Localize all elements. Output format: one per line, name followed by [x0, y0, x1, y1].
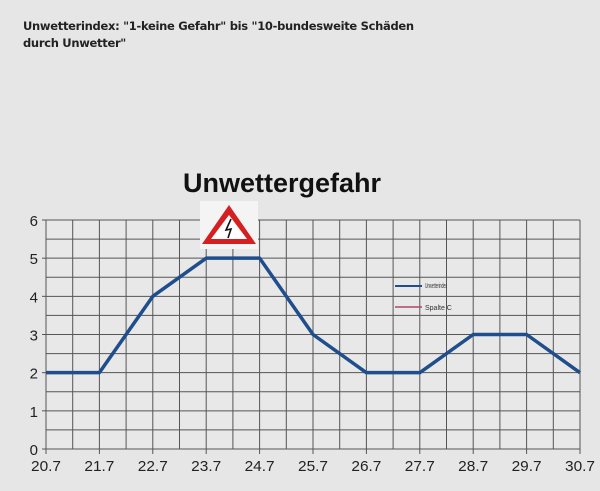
legend-label-series-1: Unwetterindex — [425, 283, 447, 290]
y-tick-label: 0 — [30, 442, 38, 459]
series-lines — [45, 256, 582, 375]
x-tick-label: 27.7 — [405, 458, 435, 475]
y-tick-label: 1 — [30, 404, 38, 421]
legend: Unwetterindex Spalte C — [395, 283, 452, 312]
x-tick-label: 22.7 — [138, 458, 168, 475]
x-tick-label: 20.7 — [31, 458, 61, 475]
x-tick-label: 25.7 — [298, 458, 328, 475]
x-tick-label: 28.7 — [458, 458, 488, 475]
x-tick-label: 21.7 — [84, 458, 114, 475]
chart-title: Unwettergefahr — [183, 168, 382, 198]
x-tick-label: 24.7 — [245, 458, 275, 475]
y-tick-label: 4 — [30, 289, 38, 306]
axes: 0 1 2 3 4 5 6 20.7 21.7 22.7 23.7 24.7 25.7 26.7 27.7 2… — [30, 213, 595, 475]
x-tick-label: 26.7 — [351, 458, 381, 475]
y-tick-label: 6 — [30, 213, 38, 230]
y-tick-label: 2 — [30, 366, 38, 383]
x-tick-label: 29.7 — [512, 458, 542, 475]
warning-sign-icon — [200, 201, 258, 249]
y-tick-label: 5 — [30, 251, 38, 268]
x-tick-label: 30.7 — [565, 458, 595, 475]
legend-label-series-2: Spalte C — [425, 305, 452, 312]
index-description: Unwetterindex: "1-keine Gefahr" bis "10-… — [23, 19, 414, 50]
y-tick-label: 3 — [30, 328, 38, 345]
x-tick-label: 23.7 — [191, 458, 221, 475]
